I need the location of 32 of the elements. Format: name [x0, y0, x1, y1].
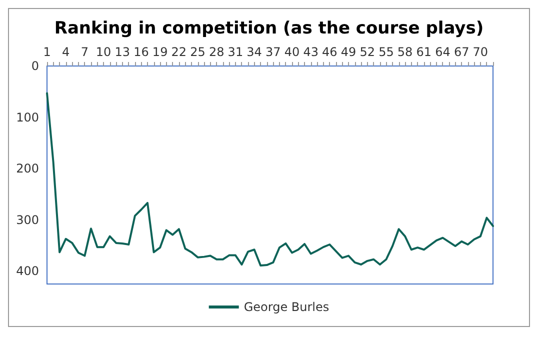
x-tick-label: 16: [134, 45, 149, 59]
x-tick-label: 31: [228, 45, 244, 59]
y-tick-label: 300: [16, 212, 39, 227]
x-tick-label: 34: [246, 45, 262, 59]
x-tick-label: 46: [322, 45, 338, 59]
x-tick-label: 10: [96, 45, 112, 59]
chart-title: Ranking in competition (as the course plays): [54, 18, 484, 38]
x-tick-label: 40: [284, 45, 300, 59]
legend-label: George Burles: [244, 300, 330, 314]
x-tick-label: 25: [190, 45, 206, 59]
x-tick-label: 28: [208, 45, 224, 59]
x-tick-label: 61: [416, 45, 432, 59]
x-tick-label: 55: [378, 45, 394, 59]
x-tick-label: 70: [472, 45, 488, 59]
x-tick-label: 43: [303, 45, 318, 59]
x-tick-label: 67: [454, 45, 470, 59]
x-tick-label: 58: [397, 45, 413, 59]
x-tick-label: 37: [266, 45, 281, 59]
x-tick-label: 7: [80, 45, 89, 59]
y-tick-label: 200: [16, 162, 39, 176]
x-tick-label: 1: [43, 45, 51, 59]
x-tick-label: 19: [152, 45, 168, 59]
y-tick-label: 100: [16, 110, 39, 124]
x-tick-label: 22: [171, 45, 187, 59]
x-tick-label: 13: [114, 45, 130, 59]
x-tick-label: 64: [435, 45, 450, 59]
y-tick-label: 400: [16, 264, 39, 278]
line-series: [46, 92, 494, 267]
y-tick-label: 0: [31, 59, 39, 73]
x-tick-label: 49: [340, 45, 356, 59]
x-tick-label: 4: [62, 45, 70, 59]
x-tick-label: 52: [360, 45, 376, 59]
